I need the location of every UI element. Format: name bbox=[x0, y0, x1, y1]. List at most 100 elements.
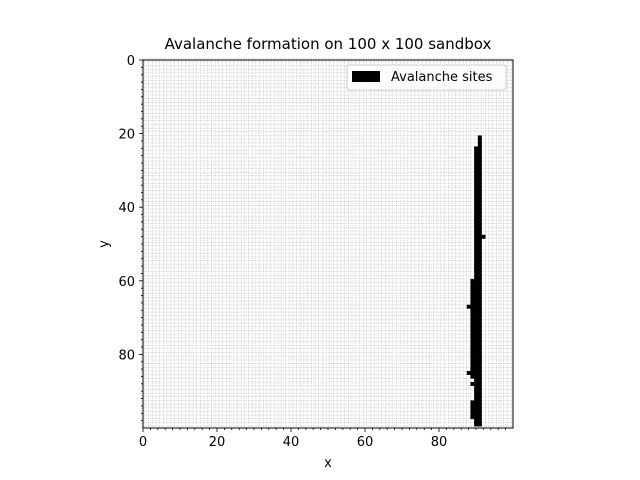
avalanche-cell bbox=[477, 172, 482, 177]
avalanche-cell bbox=[470, 315, 475, 320]
avalanche-cell bbox=[470, 367, 475, 372]
avalanche-cell bbox=[474, 253, 479, 258]
avalanche-cell bbox=[474, 242, 479, 247]
avalanche-cell bbox=[477, 301, 482, 306]
y-tick-label: 60 bbox=[118, 275, 135, 290]
avalanche-cell bbox=[477, 190, 482, 195]
avalanche-cell bbox=[474, 374, 479, 379]
avalanche-cell bbox=[474, 161, 479, 166]
avalanche-cell bbox=[477, 253, 482, 258]
y-tick-label: 0 bbox=[127, 54, 135, 69]
grid-lines bbox=[140, 57, 513, 428]
avalanche-cell bbox=[470, 341, 475, 346]
avalanche-cell bbox=[474, 168, 479, 173]
avalanche-cell bbox=[474, 216, 479, 221]
avalanche-cell bbox=[477, 312, 482, 317]
avalanche-cell bbox=[474, 348, 479, 353]
avalanche-cell bbox=[474, 179, 479, 184]
avalanche-cell bbox=[477, 315, 482, 320]
avalanche-cell bbox=[477, 227, 482, 232]
avalanche-cell bbox=[470, 330, 475, 335]
avalanche-cell bbox=[477, 194, 482, 199]
plot-frame bbox=[142, 59, 514, 429]
avalanche-cell bbox=[477, 393, 482, 398]
avalanche-cell bbox=[474, 198, 479, 202]
avalanche-cell bbox=[477, 400, 482, 405]
avalanche-cell bbox=[474, 396, 479, 401]
avalanche-cell bbox=[470, 308, 475, 313]
avalanche-cell bbox=[474, 278, 479, 283]
plot-area bbox=[143, 60, 513, 428]
avalanche-cell bbox=[477, 370, 482, 375]
avalanche-cell bbox=[477, 378, 482, 383]
avalanche-cell bbox=[470, 363, 475, 368]
avalanche-cell bbox=[477, 363, 482, 368]
avalanche-cell bbox=[477, 374, 482, 379]
x-tick-label: 20 bbox=[209, 435, 226, 450]
avalanche-cell bbox=[474, 407, 479, 412]
avalanche-cell bbox=[474, 304, 479, 309]
avalanche-cell bbox=[477, 282, 482, 287]
avalanche-cell bbox=[474, 312, 479, 317]
avalanche-cell bbox=[474, 201, 479, 206]
y-axis-label: y bbox=[97, 240, 112, 248]
avalanche-cell bbox=[470, 348, 475, 353]
avalanche-cell bbox=[477, 242, 482, 247]
avalanche-cell bbox=[474, 282, 479, 287]
axis-ticks: 0 20 40 60 80 0 20 40 60 80 bbox=[118, 54, 507, 450]
legend-box bbox=[346, 64, 507, 91]
avalanche-cell bbox=[474, 175, 479, 180]
avalanche-cell bbox=[474, 359, 479, 364]
x-tick-label: 40 bbox=[283, 435, 300, 450]
avalanche-cell bbox=[477, 212, 482, 217]
avalanche-cell bbox=[474, 337, 479, 342]
avalanche-cell bbox=[474, 389, 479, 394]
avalanche-cell bbox=[474, 190, 479, 195]
avalanche-cell bbox=[470, 278, 475, 283]
avalanche-cell bbox=[474, 186, 479, 191]
avalanche-cell bbox=[474, 356, 479, 361]
avalanche-cell bbox=[474, 238, 479, 243]
legend-swatch bbox=[352, 71, 380, 82]
avalanche-cell bbox=[470, 326, 475, 331]
avalanche-cell bbox=[470, 356, 475, 361]
avalanche-cell bbox=[470, 404, 475, 409]
x-tick-label: 0 bbox=[139, 435, 147, 450]
avalanche-cell bbox=[474, 150, 479, 155]
avalanche-cell bbox=[477, 146, 482, 151]
avalanche-cell bbox=[477, 341, 482, 346]
avalanche-cell bbox=[477, 286, 482, 291]
avalanche-cell bbox=[477, 238, 482, 243]
avalanche-cell bbox=[474, 164, 479, 169]
avalanche-cell bbox=[474, 212, 479, 217]
avalanche-cell bbox=[477, 404, 482, 409]
avalanche-cell bbox=[477, 201, 482, 206]
avalanche-cell bbox=[474, 209, 479, 214]
avalanche-cell bbox=[477, 422, 482, 427]
avalanche-cell bbox=[474, 183, 479, 188]
avalanche-cell bbox=[477, 186, 482, 191]
avalanche-cell bbox=[474, 334, 479, 339]
avalanche-cell bbox=[477, 271, 482, 276]
avalanche-cell bbox=[474, 422, 479, 427]
avalanche-cell bbox=[477, 142, 482, 147]
avalanche-cell bbox=[477, 367, 482, 372]
avalanche-cell bbox=[477, 334, 482, 339]
avalanche-cell bbox=[474, 153, 479, 158]
avalanche-cell bbox=[477, 356, 482, 361]
avalanche-cell bbox=[470, 282, 475, 287]
x-axis-label: x bbox=[324, 456, 332, 471]
avalanche-cell bbox=[477, 157, 482, 162]
avalanche-cell bbox=[477, 231, 482, 236]
avalanche-cell bbox=[477, 275, 482, 280]
avalanche-cell bbox=[470, 334, 475, 339]
avalanche-cell bbox=[477, 139, 482, 144]
avalanche-cell bbox=[474, 323, 479, 328]
avalanche-cell bbox=[470, 400, 475, 405]
avalanche-cell bbox=[474, 172, 479, 177]
avalanche-cell bbox=[477, 382, 482, 386]
avalanche-cell bbox=[477, 319, 482, 324]
avalanche-cell bbox=[477, 418, 482, 423]
avalanche-cell bbox=[477, 135, 482, 140]
